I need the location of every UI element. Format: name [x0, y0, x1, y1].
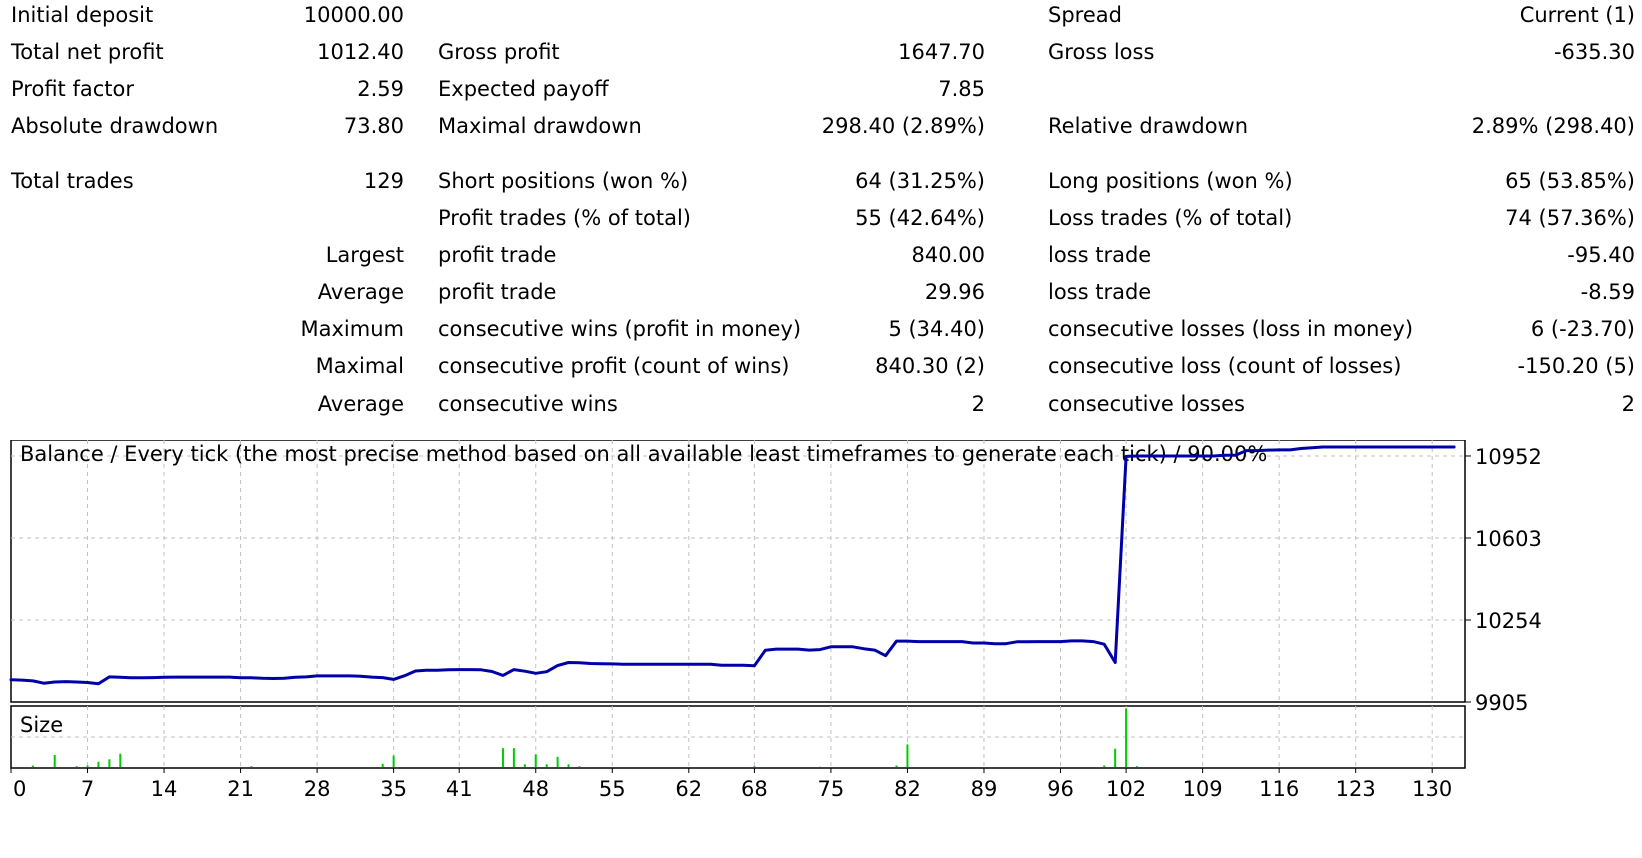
balance-series-line: [9, 445, 1456, 686]
x-tick-label: 82: [894, 777, 921, 801]
report-r0-c5: Spread: [1048, 3, 1122, 27]
x-tick-label: 21: [227, 777, 254, 801]
report-r8-c6: 6 (-23.70): [1530, 317, 1635, 341]
report-r3-c1: Absolute drawdown: [11, 114, 219, 138]
report-r7-c3: profit trade: [438, 280, 557, 304]
report-r4-c1: Total trades: [11, 169, 134, 193]
report-r8-c2: Maximum: [300, 317, 404, 341]
report-r2-c4: 7.85: [938, 77, 985, 101]
balance-frame: [10, 440, 1466, 703]
report-r6-c6: -95.40: [1567, 243, 1635, 267]
report-r0-c6: Current (1): [1519, 3, 1635, 27]
report-r8-c5: consecutive losses (loss in money): [1048, 317, 1414, 341]
report-r4-c3: Short positions (won %): [438, 169, 689, 193]
report-r5-c5: Loss trades (% of total): [1048, 206, 1293, 230]
report-r5-c6: 74 (57.36%): [1505, 206, 1635, 230]
x-tick-label: 55: [599, 777, 626, 801]
x-tick-label: 7: [81, 777, 94, 801]
x-tick-label: 130: [1412, 777, 1452, 801]
report-r2-c2: 2.59: [357, 77, 404, 101]
report-r1-c4: 1647.70: [898, 40, 985, 64]
y-tick-label: 9905: [1475, 691, 1528, 715]
report-r10-c4: 2: [971, 392, 985, 416]
report-r6-c5: loss trade: [1048, 243, 1152, 267]
report-r6-c3: profit trade: [438, 243, 557, 267]
report-r10-c2: Average: [317, 392, 404, 416]
report-r10-c6: 2: [1621, 392, 1635, 416]
report-r9-c2: Maximal: [315, 354, 404, 378]
size-pane: Size: [10, 705, 1466, 769]
y-tick-label: 10952: [1475, 445, 1542, 469]
report-r3-c3: Maximal drawdown: [438, 114, 642, 138]
report-r1-c3: Gross profit: [438, 40, 560, 64]
y-tick-label: 10254: [1475, 609, 1542, 633]
report-r1-c1: Total net profit: [11, 40, 164, 64]
size-title: Size: [20, 713, 63, 737]
x-tick-label: 89: [971, 777, 998, 801]
report-r6-c2: Largest: [325, 243, 404, 267]
report-r3-c6: 2.89% (298.40): [1471, 114, 1635, 138]
report-r3-c4: 298.40 (2.89%): [821, 114, 985, 138]
report-r9-c3: consecutive profit (count of wins): [438, 354, 790, 378]
balance-pane: 9905 10254 10603 10952 Balance / Every tick …: [9, 440, 1542, 715]
x-tick-label: 68: [741, 777, 768, 801]
report-r8-c4: 5 (34.40): [888, 317, 985, 341]
x-tick-label: 75: [818, 777, 845, 801]
x-axis: 0 7 14 21 28 35 41 48 55 62 68 75 82 89 96 102 109 116 123…: [10, 768, 1452, 801]
report-r1-c5: Gross loss: [1048, 40, 1155, 64]
report-r6-c4: 840.00: [911, 243, 985, 267]
report-r5-c4: 55 (42.64%): [855, 206, 985, 230]
x-tick-label: 41: [446, 777, 473, 801]
report-r9-c4: 840.30 (2): [875, 354, 985, 378]
balance-chart: 9905 10254 10603 10952 Balance / Every tick …: [9, 440, 1542, 801]
report-r4-c6: 65 (53.85%): [1505, 169, 1635, 193]
x-tick-label: 28: [304, 777, 331, 801]
report-r10-c3: consecutive wins: [438, 392, 618, 416]
balance-title: Balance / Every tick (the most precise m…: [20, 442, 1267, 466]
report-r9-c5: consecutive loss (count of losses): [1048, 354, 1402, 378]
report-r3-c2: 73.80: [343, 114, 404, 138]
x-tick-label: 116: [1259, 777, 1299, 801]
report-r7-c5: loss trade: [1048, 280, 1152, 304]
report-r7-c6: -8.59: [1580, 280, 1635, 304]
y-tick-label: 10603: [1475, 527, 1542, 551]
report-r4-c2: 129: [363, 169, 404, 193]
report-r7-c2: Average: [317, 280, 404, 304]
report-r8-c3: consecutive wins (profit in money): [438, 317, 802, 341]
x-tick-label: 123: [1336, 777, 1376, 801]
backtest-report: Initial deposit 10000.00 Spread Current (1)…: [11, 3, 1635, 416]
x-tick-label: 48: [522, 777, 549, 801]
x-tick-label: 0: [13, 777, 26, 801]
report-r4-c5: Long positions (won %): [1048, 169, 1293, 193]
report-r3-c5: Relative drawdown: [1048, 114, 1249, 138]
x-tick-label: 102: [1106, 777, 1146, 801]
report-r0-c1: Initial deposit: [11, 3, 154, 27]
x-tick-label: 35: [380, 777, 407, 801]
report-r2-c1: Profit factor: [11, 77, 134, 101]
report-r4-c4: 64 (31.25%): [855, 169, 985, 193]
report-r1-c6: -635.30: [1553, 40, 1635, 64]
report-r2-c3: Expected payoff: [438, 77, 609, 101]
report-r7-c4: 29.96: [924, 280, 985, 304]
report-r9-c6: -150.20 (5): [1517, 354, 1635, 378]
x-tick-label: 96: [1047, 777, 1074, 801]
report-r1-c2: 1012.40: [317, 40, 404, 64]
x-tick-label: 109: [1183, 777, 1223, 801]
report-r5-c3: Profit trades (% of total): [438, 206, 692, 230]
x-tick-label: 14: [151, 777, 178, 801]
x-tick-label: 62: [675, 777, 702, 801]
report-r0-c2: 10000.00: [303, 3, 404, 27]
report-r10-c5: consecutive losses: [1048, 392, 1245, 416]
